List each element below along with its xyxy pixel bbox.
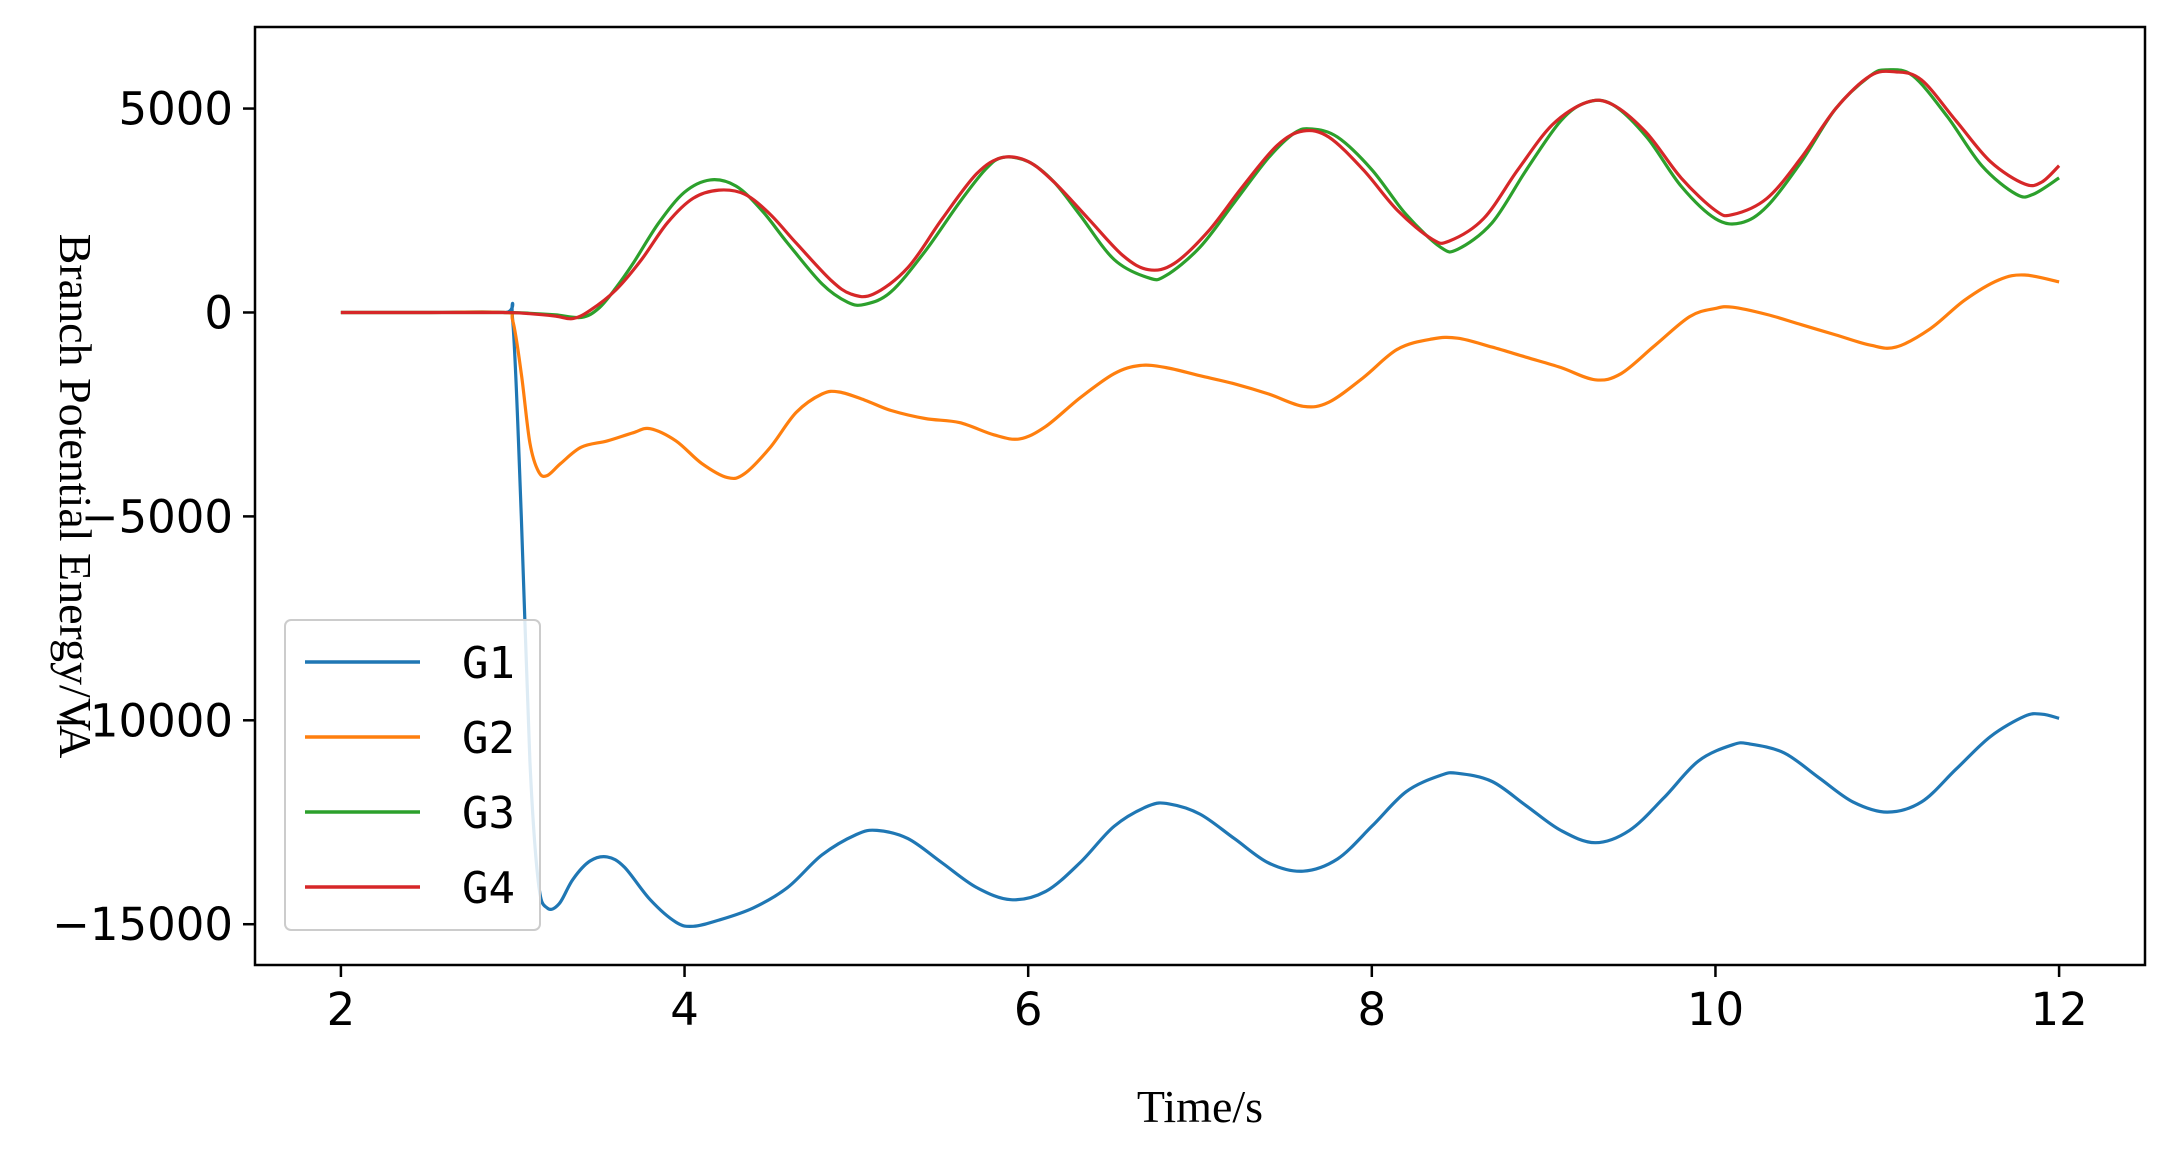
series-layer	[340, 68, 2061, 929]
x-tick-label: 12	[2030, 983, 2087, 1036]
plot-area	[253, 25, 2147, 967]
ticks-layer: 2 4 6 8 10 12 5000 0 −5000 −10000 −15000	[52, 83, 2088, 1036]
legend: G1 G2 G3 G4	[284, 619, 541, 931]
x-tick-label: 4	[670, 983, 699, 1036]
y-tick-label: −10000	[52, 694, 233, 747]
series-line-g3	[340, 68, 2060, 320]
legend-label-g2: G2	[462, 713, 515, 764]
legend-label-g4: G4	[462, 863, 515, 914]
legend-box	[284, 619, 541, 931]
x-tick-label: 2	[327, 983, 356, 1036]
legend-label-g3: G3	[462, 788, 515, 839]
series-line-g2	[340, 273, 2060, 481]
y-tick-label: −15000	[52, 898, 233, 951]
x-tick-label: 10	[1687, 983, 1744, 1036]
legend-items: G1 G2 G3 G4	[305, 638, 515, 914]
y-tick-label: −5000	[81, 490, 233, 543]
y-tick-label: 5000	[118, 83, 233, 136]
legend-label-g1: G1	[462, 638, 515, 689]
x-axis-title: Time/s	[1137, 1081, 1263, 1132]
y-axis-title: Branch Potential Energy/VA	[50, 234, 101, 759]
series-line-g4	[340, 69, 2061, 321]
x-tick-label: 8	[1357, 983, 1386, 1036]
series-line-g1	[340, 302, 2060, 929]
y-tick-label: 0	[204, 286, 233, 339]
x-tick-label: 6	[1014, 983, 1043, 1036]
